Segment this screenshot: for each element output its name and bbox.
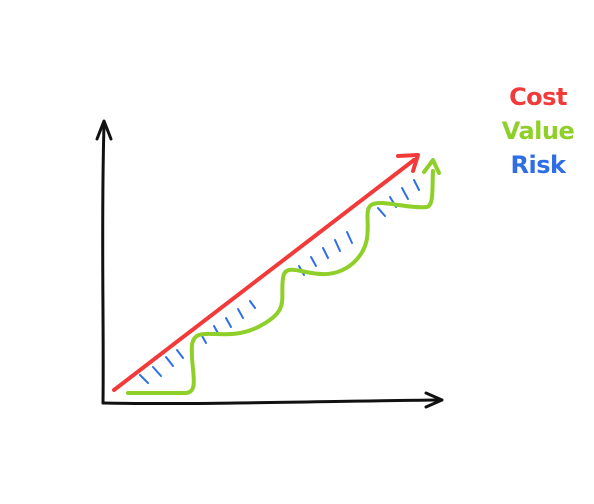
risk-hatch-stroke xyxy=(249,300,256,309)
risk-hatch-stroke xyxy=(322,247,329,259)
risk-hatch-stroke xyxy=(413,179,420,191)
risk-hatch-stroke xyxy=(346,231,353,244)
cost-diagonal-path xyxy=(112,158,416,392)
value-stepped-path xyxy=(126,169,435,395)
legend-item-risk: Risk xyxy=(510,151,566,179)
risk-hatch-stroke xyxy=(139,374,149,384)
risk-hatch-stroke xyxy=(377,207,386,217)
y-axis xyxy=(95,119,113,405)
value-line xyxy=(126,158,441,395)
legend-item-value: Value xyxy=(501,117,575,145)
cost-line xyxy=(112,153,420,392)
risk-hatch-stroke xyxy=(225,317,232,328)
risk-hatch-stroke xyxy=(237,308,244,319)
risk-hatch-stroke xyxy=(176,349,184,359)
risk-hatch-stroke xyxy=(152,366,162,377)
legend-item-cost: Cost xyxy=(509,83,567,111)
risk-hatch-stroke xyxy=(401,187,409,200)
y-axis-line xyxy=(101,123,106,405)
risk-hatch-stroke xyxy=(334,239,341,252)
arrow-up-right-icon xyxy=(396,153,420,173)
arrow-right-icon xyxy=(424,391,444,409)
x-axis-line xyxy=(101,398,442,406)
stepped-arrow-icon xyxy=(422,158,441,175)
legend: Cost Value Risk xyxy=(496,80,580,182)
risk-hatch-stroke xyxy=(165,356,174,367)
x-axis xyxy=(101,391,444,409)
risk-hatch-stroke xyxy=(310,256,317,267)
risk-hatch-area xyxy=(139,179,420,384)
arrow-up-icon xyxy=(95,119,113,141)
